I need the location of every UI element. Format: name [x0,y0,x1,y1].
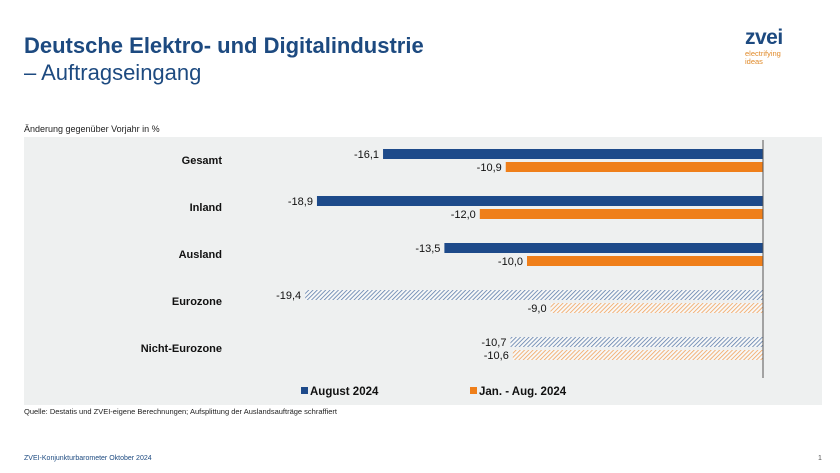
data-label: -9,0 [528,303,547,315]
footer: ZVEI-Konjunkturbarometer Oktober 2024 [24,455,152,462]
source-note: Quelle: Destatis und ZVEI-eigene Berechn… [24,407,337,416]
category-label: Nicht-Eurozone [141,343,222,355]
legend-swatch [470,387,477,394]
legend-label: Jan. - Aug. 2024 [479,386,567,398]
page-title: Deutsche Elektro- und Digitalindustrie [24,33,424,58]
legend-label: August 2024 [310,386,379,398]
data-label: -10,7 [481,337,506,349]
data-label: -13,5 [415,243,440,255]
category-label: Ausland [179,249,222,261]
category-label: Eurozone [172,296,222,308]
zvei-logo: zvei electrifying ideas [745,26,783,66]
logo-text: zvei [745,26,783,49]
bar [512,350,763,360]
logo-tagline-1: electrifying [745,49,781,58]
bar [505,162,763,172]
chart-background [24,137,822,405]
logo-tagline-2: ideas [745,57,763,66]
bar [444,243,763,253]
data-label: -10,6 [484,350,509,362]
bar [316,196,763,206]
page-subtitle: – Auftragseingang [24,60,202,85]
data-label: -10,0 [498,256,523,268]
page-number: 1 [818,455,822,462]
bar [527,256,763,266]
data-label: -18,9 [288,196,313,208]
bar [550,303,763,313]
data-label: -16,1 [354,149,379,161]
bar [305,290,763,300]
data-label: -12,0 [451,209,476,221]
data-label: -19,4 [276,290,301,302]
category-label: Gesamt [182,155,223,167]
legend-swatch [301,387,308,394]
bar [479,209,763,219]
data-label: -10,9 [477,162,502,174]
category-label: Inland [190,202,222,214]
bar [510,337,763,347]
bar [383,149,763,159]
axis-label: Änderung gegenüber Vorjahr in % [24,124,160,134]
